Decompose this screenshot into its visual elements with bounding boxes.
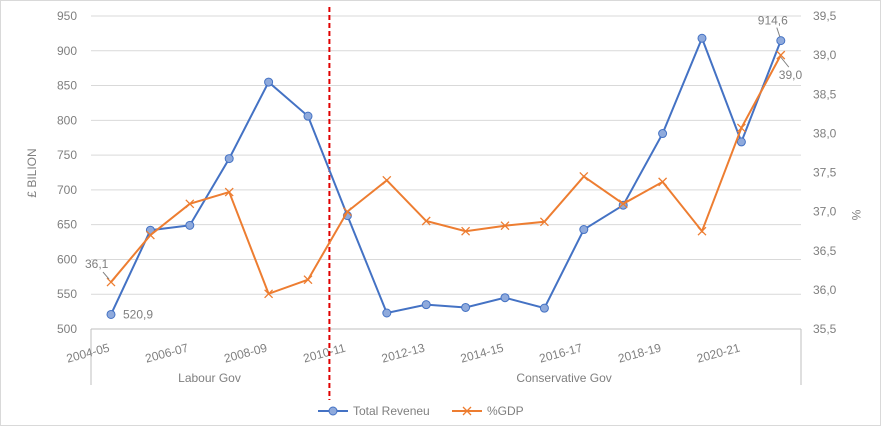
data-point: [421, 300, 431, 310]
legend-marker: [462, 406, 472, 416]
data-point: [382, 175, 392, 185]
y2-tick-label: 37,0: [813, 205, 837, 219]
data-point: [618, 199, 628, 209]
axes: 500 550 600 650 700 750 800 850 900 950 35,5 36,0 36…: [57, 7, 837, 400]
legend-entry-label: %GDP: [487, 404, 524, 418]
x-tick-label: 2018-19: [616, 341, 662, 366]
data-point: [106, 309, 116, 319]
data-point: [579, 225, 589, 235]
x-tick-label: 2010-11: [302, 341, 348, 366]
x-tick-label: 2006-07: [144, 341, 190, 366]
y-axis-title: £ BILION: [25, 148, 39, 197]
data-point: [303, 111, 313, 121]
data-point: [697, 226, 707, 236]
y-tick-label: 750: [57, 148, 77, 162]
y-tick-label: 650: [57, 218, 77, 232]
data-point: [736, 123, 746, 133]
data-labels: 520,9 914,6 36,1 39,0: [85, 14, 802, 322]
data-point: [461, 226, 471, 236]
data-point: [461, 302, 471, 312]
y-tick-label: 700: [57, 183, 77, 197]
leader-line: [780, 56, 790, 68]
data-point: [264, 77, 274, 87]
y2-tick-label: 35,5: [813, 322, 837, 336]
data-point: [145, 230, 155, 240]
x-tick-label: 2020-21: [695, 341, 741, 366]
data-point: [106, 277, 116, 287]
data-point: [579, 171, 589, 181]
y2-tick-label: 38,0: [813, 126, 837, 140]
group-label: Labour Gov: [178, 371, 241, 385]
legend-marker: [328, 406, 338, 416]
data-point: [303, 275, 313, 285]
leader-line: [102, 271, 110, 280]
data-point: [224, 154, 234, 164]
data-point: [421, 216, 431, 226]
y2-tick-label: 38,5: [813, 87, 837, 101]
y-tick-label: 550: [57, 287, 77, 301]
y-tick-label: 800: [57, 113, 77, 127]
y2-axis-title: %: [849, 210, 863, 221]
data-point: [382, 308, 392, 318]
series-line-gdp-percent: [110, 54, 782, 296]
group-label: Conservative Gov: [516, 371, 611, 385]
data-point: [736, 137, 746, 147]
data-label: 914,6: [758, 14, 788, 28]
data-point: [224, 187, 234, 197]
data-point: [185, 199, 195, 209]
data-point: [500, 221, 510, 231]
y2-tick-label: 36,5: [813, 244, 837, 258]
x-tick-label: 2014-15: [459, 341, 505, 366]
data-label: 520,9: [123, 307, 153, 321]
data-point: [185, 220, 195, 230]
x-tick-label: 2012-13: [380, 341, 426, 366]
y-tick-label: 900: [57, 44, 77, 58]
y2-tick-label: 39,5: [813, 9, 837, 23]
data-point: [697, 33, 707, 43]
data-point: [658, 129, 668, 139]
legend: Total Reveneu %GDP: [318, 404, 524, 418]
data-point: [776, 36, 786, 46]
y-tick-label: 600: [57, 252, 77, 266]
y-tick-label: 500: [57, 322, 77, 336]
x-tick-label: 2004-05: [65, 341, 111, 366]
y-tick-label: 950: [57, 9, 77, 23]
leader-line: [776, 27, 781, 37]
data-point: [342, 207, 352, 217]
x-tick-label: 2016-17: [538, 341, 584, 366]
legend-entry-label: Total Reveneu: [353, 404, 430, 418]
gridlines: [91, 15, 801, 295]
data-point: [658, 177, 668, 187]
data-point: [539, 217, 549, 227]
series-line-total-revenue: [110, 35, 782, 315]
data-point: [500, 293, 510, 303]
y2-tick-label: 39,0: [813, 48, 837, 62]
data-label: 39,0: [779, 68, 803, 82]
x-tick-label: 2008-09: [222, 341, 268, 366]
series-layer: [106, 33, 786, 319]
y2-tick-label: 36,0: [813, 283, 837, 297]
data-point: [264, 289, 274, 299]
data-point: [539, 303, 549, 313]
y-tick-label: 850: [57, 79, 77, 93]
data-label: 36,1: [85, 257, 109, 271]
data-point: [776, 50, 786, 60]
y2-tick-label: 37,5: [813, 166, 837, 180]
